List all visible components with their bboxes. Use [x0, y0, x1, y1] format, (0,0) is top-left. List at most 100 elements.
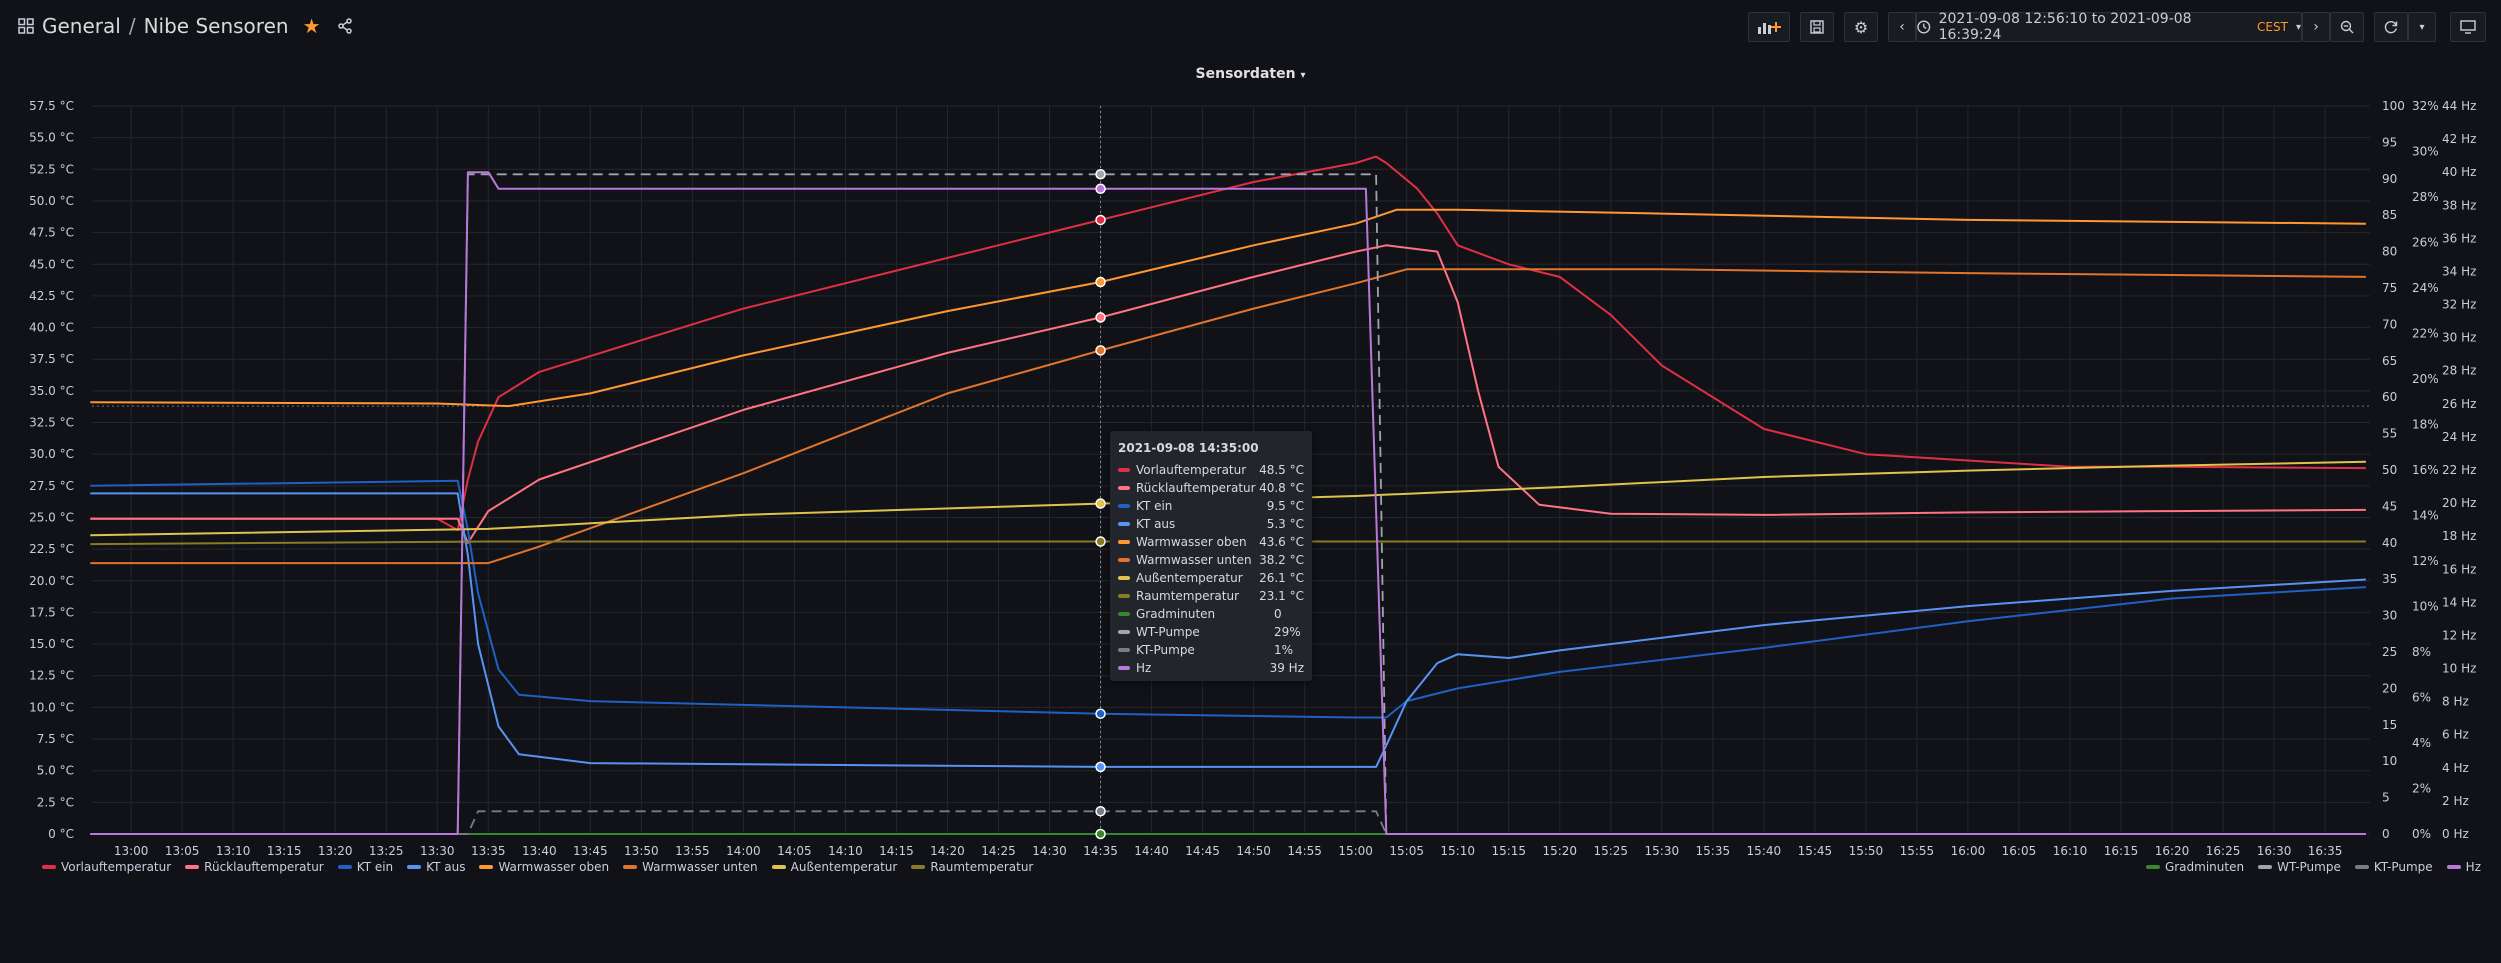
refresh-interval-dropdown[interactable]: ▾ [2408, 12, 2436, 42]
chevron-down-icon: ▾ [2295, 21, 2301, 33]
legend-label: Hz [2465, 860, 2481, 874]
x-tick-label: 15:25 [1593, 844, 1628, 858]
x-tick-label: 13:05 [165, 844, 200, 858]
legend-label: Warmwasser unten [642, 860, 758, 874]
y-right-tick-label: 90 [2382, 172, 2397, 186]
legend-swatch [2354, 865, 2369, 869]
legend-swatch [2446, 865, 2461, 869]
settings-button[interactable]: ⚙ [1844, 12, 1878, 42]
legend-item[interactable]: Warmwasser oben [479, 860, 609, 874]
legend-item[interactable]: Gradminuten [2145, 860, 2244, 874]
x-tick-label: 15:35 [1696, 844, 1731, 858]
star-icon[interactable]: ★ [302, 14, 321, 38]
y-right-tick-label: 24% [2412, 281, 2439, 295]
x-tick-label: 16:35 [2308, 844, 2343, 858]
tooltip-series-name: Warmwasser unten [1136, 553, 1252, 567]
tooltip-row: KT-Pumpe 1% [1118, 641, 1304, 659]
tooltip-series-value: 38.2 °C [1259, 553, 1304, 567]
y-right-tick-label: 60 [2382, 390, 2397, 404]
y-right-tick-label: 14% [2412, 509, 2439, 523]
legend-swatch [337, 865, 352, 869]
crosshair-point [1095, 708, 1106, 719]
y-right-tick-label: 30% [2412, 145, 2439, 159]
tooltip-row: KT ein 9.5 °C [1118, 497, 1304, 515]
y-right-tick-label: 30 Hz [2442, 331, 2476, 345]
tooltip-row: Vorlauftemperatur 48.5 °C [1118, 461, 1304, 479]
legend-item[interactable]: WT-Pumpe [2258, 860, 2341, 874]
legend-item[interactable]: KT ein [337, 860, 393, 874]
y-right-tick-label: 70 [2382, 317, 2397, 331]
tooltip-swatch [1118, 558, 1130, 562]
tooltip-row: Rücklauftemperatur 40.8 °C [1118, 479, 1304, 497]
legend-item[interactable]: Warmwasser unten [623, 860, 758, 874]
tooltip-row: Warmwasser unten 38.2 °C [1118, 551, 1304, 569]
y-right-tick-label: 22% [2412, 327, 2439, 341]
y-right-tick-label: 12 Hz [2442, 628, 2476, 642]
x-tick-label: 16:10 [2053, 844, 2088, 858]
tooltip-swatch [1118, 522, 1130, 526]
x-tick-label: 15:40 [1747, 844, 1782, 858]
crosshair-point [1095, 183, 1106, 194]
x-tick-label: 15:50 [1849, 844, 1884, 858]
y-right-tick-label: 40 [2382, 536, 2397, 550]
x-tick-label: 15:20 [1542, 844, 1577, 858]
y-right-tick-label: 10 [2382, 754, 2397, 768]
x-tick-label: 13:55 [675, 844, 710, 858]
x-tick-label: 16:20 [2155, 844, 2190, 858]
breadcrumb-folder[interactable]: General [42, 14, 121, 38]
tooltip-series-name: Außentemperatur [1136, 571, 1243, 585]
y-right-tick-label: 4% [2412, 736, 2431, 750]
x-tick-label: 13:40 [522, 844, 557, 858]
y-right-tick-label: 26% [2412, 236, 2439, 250]
cycle-view-mode-button[interactable] [2450, 12, 2486, 42]
y-left-tick-label: 25.0 °C [29, 510, 74, 524]
x-tick-label: 16:25 [2206, 844, 2241, 858]
x-tick-label: 13:30 [420, 844, 455, 858]
y-right-tick-label: 28% [2412, 190, 2439, 204]
y-right-tick-label: 14 Hz [2442, 595, 2476, 609]
legend-item[interactable]: Hz [2446, 860, 2481, 874]
y-left-tick-label: 55.0 °C [29, 131, 74, 145]
save-dashboard-button[interactable] [1800, 12, 1834, 42]
refresh-button[interactable] [2374, 12, 2408, 42]
x-tick-label: 15:55 [1900, 844, 1935, 858]
tooltip-series-name: Raumtemperatur [1136, 589, 1240, 603]
refresh-icon [2384, 21, 2398, 34]
x-tick-label: 14:45 [1185, 844, 1220, 858]
legend-item[interactable]: Außentemperatur [771, 860, 897, 874]
zoom-out-button[interactable] [2330, 12, 2364, 42]
x-tick-label: 14:30 [1032, 844, 1067, 858]
x-tick-label: 15:15 [1491, 844, 1526, 858]
tooltip-swatch [1118, 576, 1130, 580]
time-forward-button[interactable]: › [2302, 12, 2330, 42]
y-left-tick-label: 15.0 °C [29, 637, 74, 651]
legend-swatch [623, 865, 638, 869]
y-right-tick-label: 35 [2382, 572, 2397, 586]
legend-swatch [479, 865, 494, 869]
y-right-tick-label: 4 Hz [2442, 761, 2469, 775]
legend-item[interactable]: KT aus [407, 860, 465, 874]
y-right-tick-label: 20 [2382, 681, 2397, 695]
x-tick-label: 13:00 [114, 844, 149, 858]
share-icon[interactable] [337, 18, 353, 34]
x-tick-label: 14:40 [1134, 844, 1169, 858]
tooltip-series-name: KT ein [1136, 499, 1173, 513]
crosshair-point [1095, 276, 1106, 288]
x-tick-label: 13:10 [216, 844, 251, 858]
legend-item[interactable]: Rücklauftemperatur [185, 860, 324, 874]
y-right-tick-label: 34 Hz [2442, 264, 2476, 278]
x-tick-label: 14:10 [828, 844, 863, 858]
time-back-button[interactable]: ‹ [1888, 12, 1916, 42]
dashboard-title[interactable]: Nibe Sensoren [143, 14, 289, 38]
legend-swatch [185, 865, 200, 869]
legend-item[interactable]: Raumtemperatur [911, 860, 1033, 874]
add-panel-button[interactable] [1748, 12, 1790, 42]
dashboards-grid-icon[interactable] [18, 18, 34, 34]
legend-item[interactable]: KT-Pumpe [2354, 860, 2433, 874]
panel-title[interactable]: Sensordaten ▾ [0, 66, 2501, 82]
y-right-tick-label: 18 Hz [2442, 529, 2476, 543]
chevron-left-icon: ‹ [1899, 19, 1905, 35]
time-picker[interactable]: 2021-09-08 12:56:10 to 2021-09-08 16:39:… [1916, 11, 2302, 43]
crosshair-point [1095, 761, 1106, 773]
legend-item[interactable]: Vorlauftemperatur [42, 860, 171, 874]
